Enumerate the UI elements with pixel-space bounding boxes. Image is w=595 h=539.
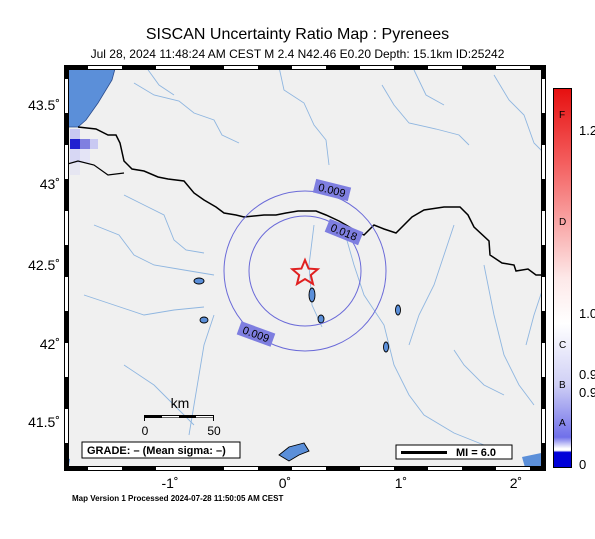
uncertainty-cell bbox=[80, 149, 90, 163]
lake bbox=[193, 277, 205, 285]
grade-label: D bbox=[559, 217, 566, 228]
lon-tick-label: 2˚ bbox=[509, 475, 523, 491]
reservoir bbox=[278, 442, 310, 462]
svg-text:MI = 6.0: MI = 6.0 bbox=[456, 447, 496, 459]
lake bbox=[395, 304, 401, 316]
lat-tick-label: 43˚ bbox=[39, 176, 60, 192]
land-area bbox=[64, 65, 546, 471]
uncertainty-cell bbox=[70, 129, 80, 139]
lat-tick-label: 42˚ bbox=[39, 336, 60, 352]
uncertainty-cell bbox=[80, 139, 90, 149]
lake bbox=[199, 316, 209, 324]
scale-bar: km 0 50 bbox=[142, 395, 221, 438]
star-icon[interactable] bbox=[289, 257, 321, 287]
lat-tick-label: 42.5˚ bbox=[28, 257, 60, 273]
lake bbox=[383, 341, 389, 353]
map-canvas[interactable]: 0.009 0.018 0.009 km 0 50 GR bbox=[63, 64, 547, 472]
grade-label: A bbox=[559, 418, 566, 429]
grade-label: C bbox=[559, 340, 566, 351]
uncertainty-contours bbox=[223, 190, 387, 352]
lon-tick-label: -1˚ bbox=[161, 475, 179, 491]
uncertainty-cell bbox=[90, 139, 98, 149]
svg-text:50: 50 bbox=[207, 424, 221, 438]
colorbar-tick-label: 0.9 bbox=[579, 367, 595, 382]
colorbar-tick-label: 0.9 bbox=[579, 385, 595, 400]
river-network bbox=[83, 66, 547, 456]
uncertainty-cell bbox=[70, 139, 80, 149]
uncertainty-cell bbox=[70, 149, 80, 163]
coastline bbox=[64, 64, 117, 128]
colorbar-tick-label: 1.2 bbox=[579, 123, 595, 138]
uncertainty-cell bbox=[70, 163, 80, 175]
colorbar-tick-label: 0 bbox=[579, 457, 587, 472]
event-info: Jul 28, 2024 11:48:24 AM CEST M 2.4 N42.… bbox=[90, 47, 505, 61]
lon-tick-label: 0˚ bbox=[278, 475, 292, 491]
colorbar-tick-label: 1.0 bbox=[579, 306, 595, 321]
grade-label: B bbox=[559, 380, 566, 391]
lon-tick-label: 1˚ bbox=[394, 475, 408, 491]
processing-footer: Map Version 1 Processed 2024-07-28 11:50… bbox=[72, 494, 284, 503]
map-frame[interactable]: 0.009 0.018 0.009 km 0 50 GR bbox=[63, 64, 547, 472]
svg-text:0: 0 bbox=[142, 424, 149, 438]
national-border bbox=[77, 126, 546, 276]
map-title: SISCAN Uncertainty Ratio Map : Pyrenees bbox=[145, 26, 450, 43]
mi-box: MI = 6.0 bbox=[395, 444, 513, 460]
grade-box: GRADE: – (Mean sigma: –) bbox=[81, 441, 241, 459]
lat-tick-label: 43.5˚ bbox=[28, 97, 60, 113]
svg-text:km: km bbox=[171, 395, 190, 411]
lat-tick-label: 41.5˚ bbox=[28, 414, 60, 430]
lake bbox=[317, 314, 325, 324]
lake bbox=[308, 287, 316, 303]
svg-text:GRADE: – (Mean sigma: –): GRADE: – (Mean sigma: –) bbox=[87, 445, 226, 457]
grade-label: F bbox=[559, 110, 565, 121]
regional-border bbox=[63, 160, 125, 176]
colorbar: F D C B A bbox=[553, 88, 572, 468]
sea-area bbox=[64, 65, 116, 127]
